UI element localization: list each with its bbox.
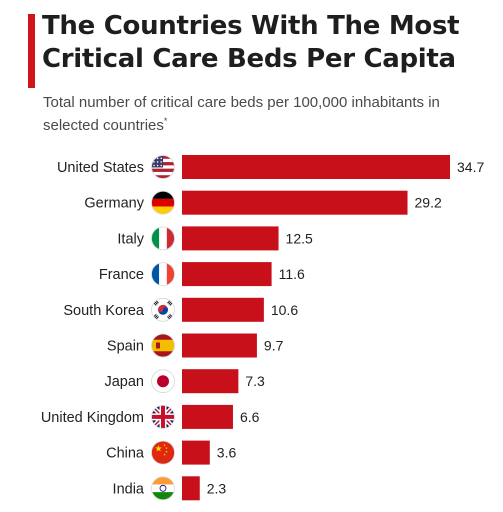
value-label: 7.3 (245, 373, 265, 389)
bar (182, 297, 264, 322)
bar (182, 369, 239, 394)
china-flag-icon (151, 440, 175, 465)
country-label: South Korea (63, 303, 145, 319)
country-label: Japan (104, 374, 144, 390)
value-label: 10.6 (271, 302, 298, 318)
bar (182, 226, 279, 251)
country-label: United Kingdom (41, 410, 144, 426)
footnote-mark: * (163, 116, 168, 126)
value-label: 6.6 (240, 409, 260, 425)
value-label: 29.2 (415, 195, 442, 211)
value-label: 34.7 (457, 159, 484, 175)
country-label: United States (57, 160, 144, 176)
title-accent-bar (28, 14, 35, 88)
bar (182, 476, 200, 501)
bar (182, 404, 233, 429)
chart-subtitle: Total number of critical care beds per 1… (43, 93, 483, 135)
country-label: Italy (117, 231, 144, 247)
value-label: 12.5 (286, 230, 313, 246)
country-label: India (113, 481, 145, 497)
bar (182, 333, 257, 358)
south-korea-flag-icon (151, 297, 175, 322)
france-flag-icon (151, 262, 175, 287)
country-label: Spain (107, 339, 144, 355)
bar (182, 190, 408, 215)
value-label: 11.6 (279, 266, 305, 282)
chart-subtitle-text: Total number of critical care beds per 1… (43, 94, 440, 134)
germany-flag-icon (151, 190, 175, 215)
spain-flag-icon (151, 333, 175, 358)
india-flag-icon (151, 476, 175, 501)
country-label: France (99, 267, 144, 283)
uk-flag-icon (151, 404, 175, 429)
bar (182, 440, 210, 465)
country-label: Germany (84, 196, 144, 212)
japan-flag-icon (151, 369, 175, 394)
value-label: 3.6 (217, 445, 237, 461)
chart-title: The Countries With The Most Critical Car… (42, 11, 460, 74)
italy-flag-icon (151, 226, 175, 251)
bar (182, 155, 450, 179)
us-flag-icon (151, 155, 175, 179)
bar (182, 262, 272, 287)
value-label: 2.3 (207, 480, 227, 496)
value-label: 9.7 (264, 338, 284, 354)
country-label: China (106, 446, 145, 462)
